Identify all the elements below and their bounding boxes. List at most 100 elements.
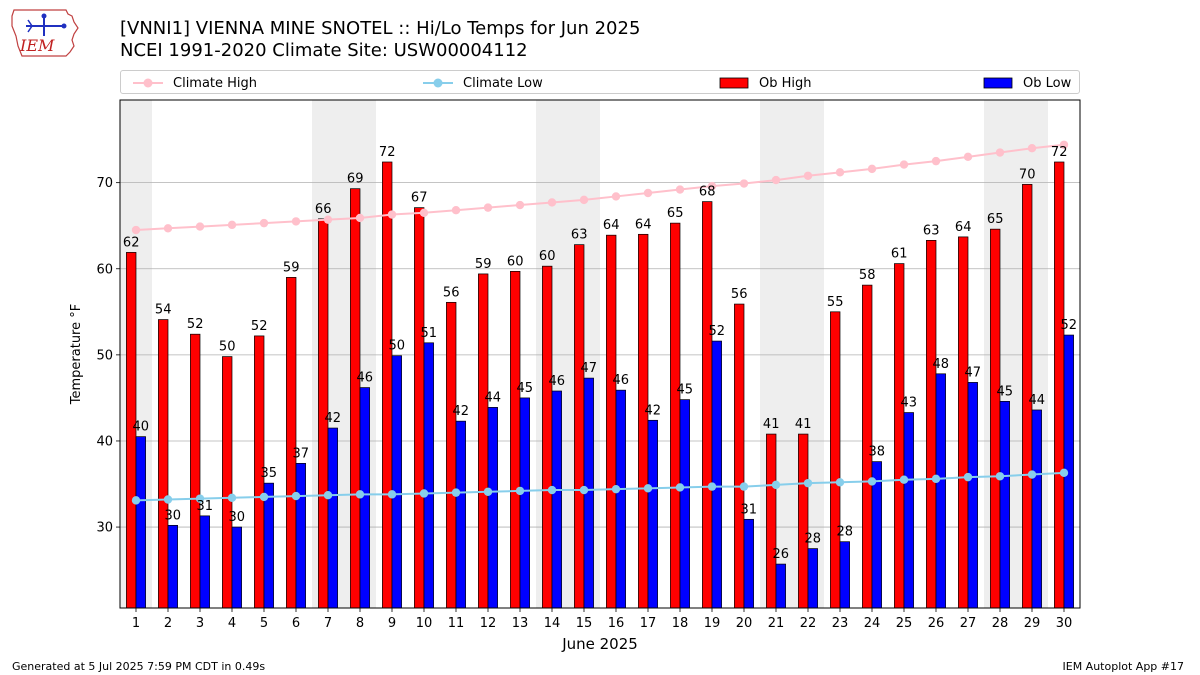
- ob-high-value-label: 52: [187, 317, 204, 332]
- ob-high-value-label: 41: [763, 417, 780, 432]
- ob-high-bar: [478, 273, 489, 609]
- x-tick-label: 21: [768, 616, 785, 631]
- chart-legend: Climate High Climate Low Ob High Ob Low: [120, 70, 1080, 94]
- y-tick-label: 50: [96, 348, 113, 363]
- climate-high-point: [291, 217, 301, 226]
- climate-high-point: [323, 215, 333, 224]
- x-tick-label: 17: [640, 616, 657, 631]
- plot-frame: [119, 99, 1081, 609]
- x-tick-label: 13: [512, 616, 529, 631]
- ob-high-value-label: 68: [699, 185, 716, 200]
- climate-high-point: [611, 192, 621, 201]
- ob-low-value-label: 42: [325, 411, 342, 426]
- legend-item-climate-low: Climate Low: [423, 74, 543, 92]
- climate-high-point: [803, 171, 813, 180]
- x-tick-label: 6: [292, 616, 300, 631]
- x-tick-label: 16: [608, 616, 625, 631]
- climate-high-point: [707, 181, 717, 191]
- ob-low-value-label: 37: [293, 446, 310, 461]
- ob-low-value-label: 47: [965, 365, 982, 380]
- app-credit: IEM Autoplot App #17: [1062, 660, 1185, 673]
- climate-high-point: [483, 203, 493, 212]
- ob-high-value-label: 56: [731, 287, 748, 302]
- ob-high-value-label: 63: [571, 228, 588, 243]
- ob-low-bar: [263, 482, 274, 609]
- ob-high-value-label: 60: [539, 249, 556, 264]
- ob-high-bar: [510, 270, 521, 609]
- climate-low-line: [135, 471, 1065, 502]
- climate-low-point: [1027, 470, 1037, 479]
- climate-high-point: [579, 195, 589, 205]
- climate-low-point: [771, 480, 781, 490]
- ob-high-bar: [702, 201, 713, 609]
- ob-high-bar: [958, 236, 969, 609]
- climate-low-point: [835, 478, 845, 487]
- climate-low-point: [515, 486, 525, 496]
- ob-high-value-label: 67: [411, 191, 428, 206]
- ob-low-bar: [711, 340, 722, 609]
- x-tick-label: 5: [260, 616, 268, 631]
- ob-high-bar: [894, 263, 905, 609]
- ob-high-value-label: 59: [475, 257, 492, 272]
- climate-low-point: [195, 494, 205, 503]
- ob-low-bar: [1031, 409, 1042, 609]
- climate-low-point: [483, 487, 493, 496]
- climate-low-point: [291, 491, 301, 501]
- ob-low-bar: [487, 407, 498, 609]
- climate-high-point: [547, 198, 557, 207]
- ob-low-bar: [295, 462, 306, 609]
- ob-high-value-label: 65: [667, 206, 684, 221]
- ob-high-bar: [190, 333, 201, 609]
- climate-high-point: [995, 148, 1005, 157]
- climate-low-point: [707, 482, 717, 491]
- ob-high-value-label: 69: [347, 172, 364, 187]
- ob-low-bar: [519, 397, 530, 609]
- ob-low-value-label: 45: [677, 383, 694, 398]
- ob-low-value-label: 43: [901, 396, 918, 411]
- legend-item-ob-high: Ob High: [719, 74, 812, 92]
- ob-low-value-label: 46: [357, 371, 374, 386]
- ob-low-bar: [551, 390, 562, 609]
- chart-subtitle: NCEI 1991-2020 Climate Site: USW00004112: [120, 40, 528, 61]
- climate-high-point: [675, 185, 685, 194]
- ob-low-value-label: 50: [389, 339, 406, 354]
- climate-high-point: [867, 164, 877, 174]
- x-tick-label: 8: [356, 616, 364, 631]
- ob-high-value-label: 64: [635, 217, 652, 232]
- x-tick-label: 2: [164, 616, 172, 631]
- x-tick-label: 23: [832, 616, 849, 631]
- ob-low-bar: [135, 436, 146, 609]
- legend-item-climate-high: Climate High: [133, 74, 257, 92]
- x-tick-label: 27: [960, 616, 977, 631]
- ob-low-bar: [615, 389, 626, 609]
- climate-low-point: [899, 475, 909, 484]
- x-tick-label: 10: [416, 616, 433, 631]
- x-tick-label: 26: [928, 616, 945, 631]
- climate-low-point: [131, 496, 141, 505]
- x-tick-label: 30: [1056, 616, 1073, 631]
- climate-high-point: [195, 222, 205, 231]
- climate-high-point: [1059, 140, 1069, 149]
- ob-low-bar: [935, 373, 946, 609]
- ob-high-value-label: 65: [987, 212, 1004, 227]
- climate-low-point: [995, 472, 1005, 481]
- climate-high-point: [419, 208, 429, 217]
- ob-low-value-label: 52: [1061, 318, 1078, 333]
- iem-logo: IEM: [11, 9, 79, 57]
- climate-high-point: [899, 160, 909, 169]
- ob-high-bar: [638, 233, 649, 609]
- climate-high-point: [643, 188, 653, 198]
- ob-high-value-label: 41: [795, 417, 812, 432]
- ob-high-bar: [414, 207, 425, 609]
- x-tick-label: 14: [544, 616, 561, 631]
- ob-low-value-label: 42: [453, 404, 470, 419]
- x-tick-label: 1: [132, 616, 140, 631]
- ob-low-bar: [647, 419, 658, 609]
- climate-high-point: [515, 200, 525, 210]
- ob-high-bar: [382, 161, 393, 609]
- ob-high-value-label: 58: [859, 268, 876, 283]
- y-axis-label: Temperature °F: [69, 304, 84, 405]
- climate-low-point: [387, 490, 397, 499]
- ob-high-value-label: 62: [123, 235, 140, 250]
- ob-low-value-label: 38: [869, 445, 886, 460]
